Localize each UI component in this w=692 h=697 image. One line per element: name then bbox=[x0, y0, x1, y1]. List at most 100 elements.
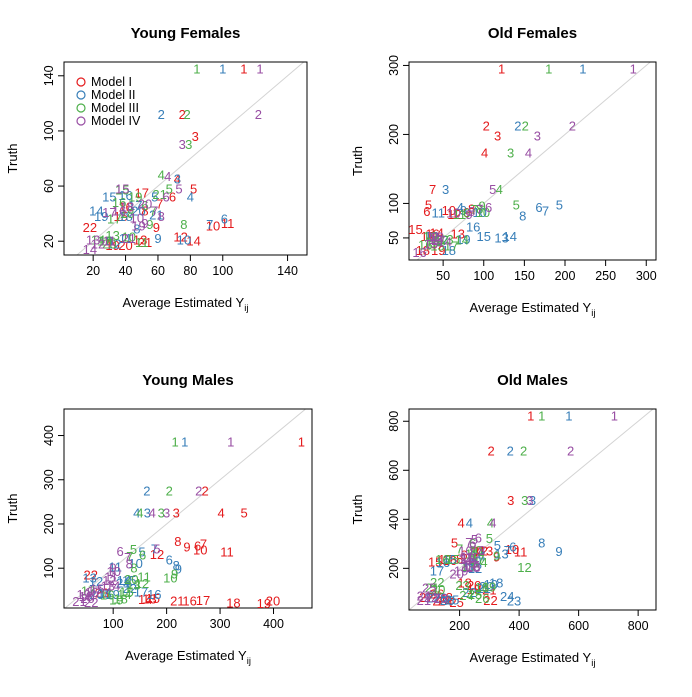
data-point: 17 bbox=[102, 205, 116, 220]
data-point: 4 bbox=[149, 505, 156, 520]
data-point: 2 bbox=[143, 483, 150, 498]
data-point: 19 bbox=[77, 587, 91, 602]
data-point: 1 bbox=[630, 61, 637, 76]
data-point: 18 bbox=[442, 243, 456, 258]
data-point: 8 bbox=[456, 552, 463, 567]
y-tick-label: 400 bbox=[42, 425, 56, 446]
data-point: 14 bbox=[117, 587, 131, 602]
data-point: 6 bbox=[469, 536, 476, 551]
data-point: 10 bbox=[106, 564, 120, 579]
data-point: 3 bbox=[494, 128, 501, 143]
data-point: 3 bbox=[185, 137, 192, 152]
data-point: 13 bbox=[142, 592, 156, 607]
data-point: 4 bbox=[466, 515, 473, 530]
x-axis-label: Average Estimated Yij bbox=[125, 648, 251, 667]
data-point: 7 bbox=[149, 203, 156, 218]
x-tick-label: 80 bbox=[183, 264, 197, 278]
x-tick-label: 20 bbox=[86, 264, 100, 278]
data-point: 14 bbox=[117, 573, 131, 588]
data-point: 9 bbox=[171, 566, 178, 581]
data-point: 27 bbox=[426, 591, 440, 606]
data-point: 15 bbox=[430, 239, 444, 254]
data-point: 2 bbox=[184, 107, 191, 122]
x-axis-label-subscript: ij bbox=[247, 656, 251, 667]
data-point: 19 bbox=[454, 564, 468, 579]
data-point: 23 bbox=[95, 585, 109, 600]
data-point: 16 bbox=[436, 555, 450, 570]
data-point: 6 bbox=[139, 547, 146, 562]
data-point: 11 bbox=[432, 206, 446, 221]
data-point: 2 bbox=[514, 119, 521, 134]
data-point: 4 bbox=[496, 182, 503, 197]
data-point: 10 bbox=[177, 232, 191, 247]
data-point: 9 bbox=[153, 220, 160, 235]
plot-frame bbox=[408, 61, 657, 261]
data-point: 7 bbox=[156, 196, 163, 211]
x-tick-label: 100 bbox=[212, 264, 233, 278]
data-point: 7 bbox=[151, 203, 158, 218]
data-point: 28 bbox=[438, 590, 452, 605]
data-point: 20 bbox=[131, 203, 145, 218]
data-point: 18 bbox=[99, 234, 113, 249]
data-point: 13 bbox=[126, 578, 140, 593]
data-point: 12 bbox=[97, 234, 111, 249]
data-point: 16 bbox=[118, 199, 132, 214]
data-point: 5 bbox=[486, 531, 493, 546]
data-point: 1 bbox=[545, 61, 552, 76]
data-point: 4 bbox=[525, 146, 532, 161]
data-point: 11 bbox=[135, 235, 149, 250]
data-point: 13 bbox=[82, 570, 96, 585]
data-point: 14 bbox=[470, 544, 484, 559]
x-tick-label: 140 bbox=[277, 264, 298, 278]
data-point: 4 bbox=[158, 168, 165, 183]
data-point: 9 bbox=[555, 544, 562, 559]
data-point: 16 bbox=[147, 587, 161, 602]
data-point: 15 bbox=[446, 552, 460, 567]
data-point: 26 bbox=[475, 591, 489, 606]
data-point: 5 bbox=[425, 197, 432, 212]
data-point: 12 bbox=[425, 229, 439, 244]
data-point: 20 bbox=[89, 587, 103, 602]
data-point: 6 bbox=[509, 540, 516, 555]
x-axis-label-main: Average Estimated Y bbox=[123, 295, 245, 310]
data-point: 4 bbox=[164, 169, 171, 184]
data-point: 4 bbox=[174, 172, 181, 187]
data-point: 15 bbox=[102, 190, 116, 205]
data-point: 20 bbox=[449, 567, 463, 582]
data-point: 3 bbox=[192, 129, 199, 144]
data-point: 18 bbox=[416, 243, 430, 258]
data-point: 4 bbox=[133, 505, 140, 520]
data-point: 15 bbox=[119, 585, 133, 600]
data-point: 7 bbox=[504, 543, 511, 558]
data-point: 10 bbox=[468, 543, 482, 558]
data-point: 19 bbox=[109, 593, 123, 608]
data-point: 2 bbox=[520, 444, 527, 459]
y-axis-label: Truth bbox=[5, 494, 20, 524]
data-point: 8 bbox=[468, 204, 475, 219]
data-point: 20 bbox=[118, 238, 132, 253]
data-point: 19 bbox=[456, 232, 470, 247]
data-point: 2 bbox=[522, 119, 529, 134]
data-point: 9 bbox=[463, 205, 470, 220]
data-point: 4 bbox=[457, 200, 464, 215]
x-tick-label: 100 bbox=[103, 617, 124, 631]
data-point: 11 bbox=[119, 231, 133, 246]
data-point: 1 bbox=[611, 408, 618, 423]
data-point: 16 bbox=[112, 203, 126, 218]
data-point: 22 bbox=[83, 220, 97, 235]
data-point: 9 bbox=[183, 539, 190, 554]
data-point: 18 bbox=[97, 586, 111, 601]
data-point: 1 bbox=[498, 61, 505, 76]
data-point: 16 bbox=[118, 188, 132, 203]
data-point: 13 bbox=[429, 232, 443, 247]
data-point: 19 bbox=[131, 219, 145, 234]
data-point: 27 bbox=[419, 590, 433, 605]
y-axis-label: Truth bbox=[350, 146, 365, 176]
data-point: 12 bbox=[91, 236, 105, 251]
y-tick-label: 50 bbox=[387, 231, 401, 245]
